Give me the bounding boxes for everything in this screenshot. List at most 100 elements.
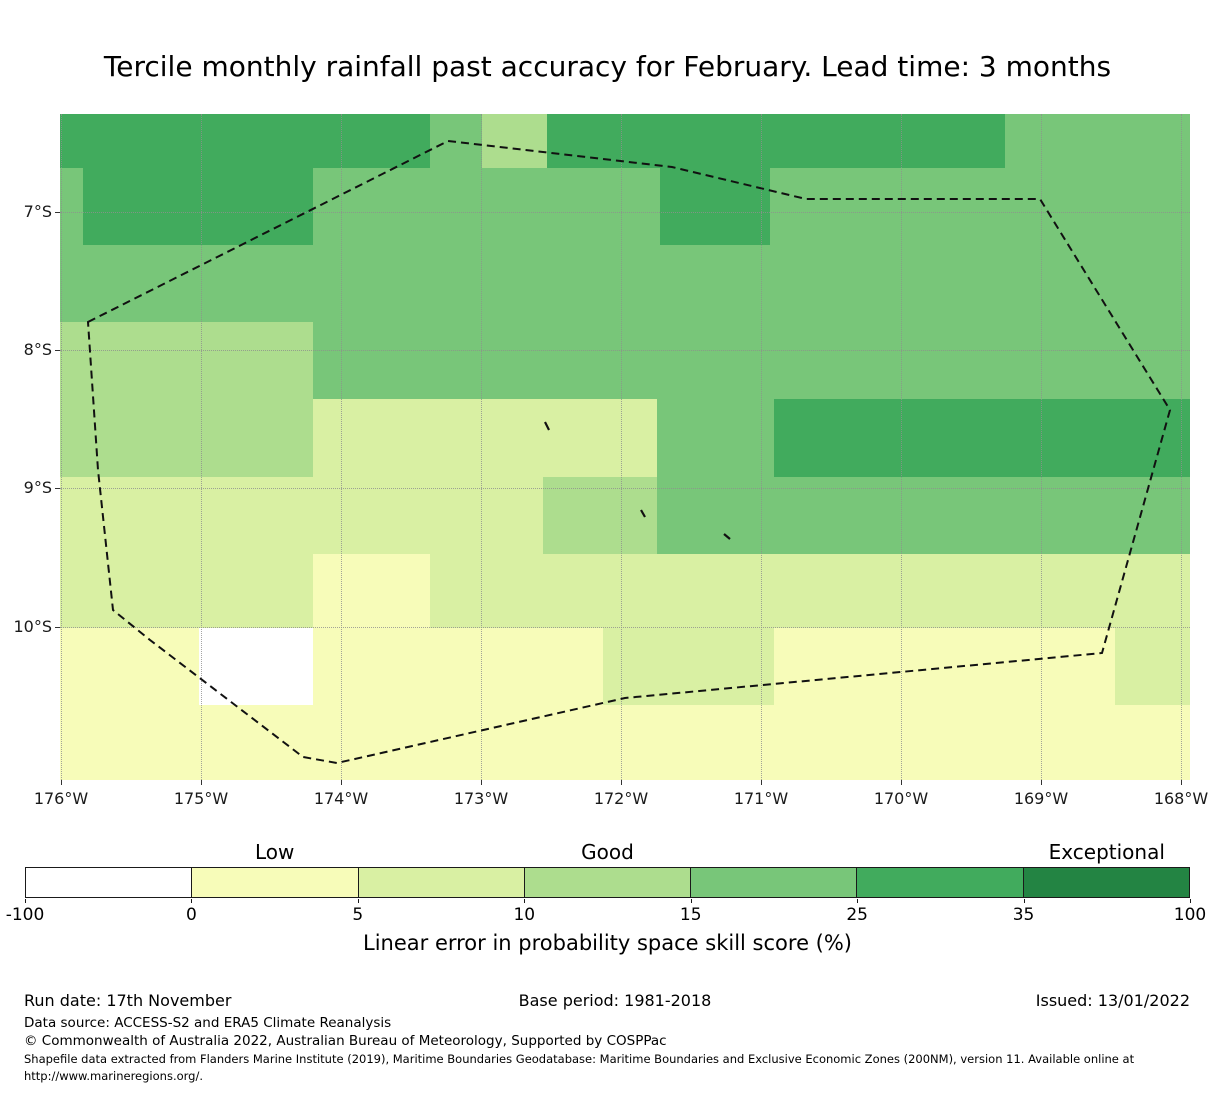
map-cell (60, 628, 199, 705)
y-axis-tick (55, 488, 60, 489)
map-cell (60, 114, 430, 168)
map-cell (313, 399, 657, 477)
x-axis-tick (481, 780, 482, 785)
map-cell (774, 399, 1190, 477)
colorbar-tick (25, 899, 26, 903)
colorbar-tick-label: 35 (1012, 905, 1035, 925)
map-cell (1115, 628, 1190, 705)
map-cell (774, 628, 1115, 705)
x-axis-tick-label: 168°W (1153, 789, 1209, 808)
island-marker (723, 533, 731, 540)
colorbar-segment (357, 868, 524, 897)
colorbar-tick (524, 899, 526, 903)
y-axis-tick-label: 8°S (23, 339, 52, 359)
colorbar-segment (856, 868, 1023, 897)
gridline (341, 114, 342, 780)
y-axis-tick (55, 350, 60, 351)
colorbar-category-label: Low (254, 840, 295, 864)
y-axis-tick-label: 10°S (13, 616, 52, 636)
x-axis-tick-label: 173°W (453, 789, 509, 808)
gridline (761, 114, 762, 780)
shapefile-note: Shapefile data extracted from Flanders M… (24, 1052, 1135, 1066)
colorbar-category-label: Exceptional (1048, 840, 1165, 864)
map-cell (60, 399, 313, 477)
gridline (60, 212, 1190, 213)
colorbar-tick (191, 899, 193, 903)
eez-overlay (86, 139, 1172, 765)
map-cell (83, 168, 313, 245)
colorbar-tick-label: 15 (679, 905, 702, 925)
colorbar-tick-label: 5 (352, 905, 364, 925)
x-axis-tick (1181, 780, 1182, 785)
map-plot (60, 114, 1190, 780)
colorbar-tick-label: 10 (513, 905, 536, 925)
map-cell (430, 554, 1190, 628)
map-cell (60, 477, 543, 554)
y-axis-tick (55, 212, 60, 213)
colorbar-segment (690, 868, 857, 897)
map-cell (60, 554, 313, 628)
colorbar-tick (1023, 899, 1025, 903)
gridline (201, 114, 202, 780)
colorbar-tick-label: -100 (5, 905, 45, 925)
gridline (481, 114, 482, 780)
gridline (621, 114, 622, 780)
colorbar-tick (357, 899, 359, 903)
map-cell (199, 628, 313, 705)
gridline (60, 488, 1190, 489)
colorbar-tick (690, 899, 692, 903)
colorbar-segment (523, 868, 691, 897)
map-cell (660, 168, 770, 245)
y-axis-tick (55, 627, 60, 628)
x-axis-tick-label: 176°W (33, 789, 89, 808)
chart-title: Tercile monthly rainfall past accuracy f… (103, 50, 1112, 83)
colorbar-segment (1022, 868, 1189, 897)
colorbar (25, 867, 1190, 898)
x-axis-tick (201, 780, 202, 785)
copyright: © Commonwealth of Australia 2022, Austra… (24, 1033, 667, 1049)
gridline (1041, 114, 1042, 780)
run-date: Run date: 17th November (24, 991, 232, 1010)
x-axis-tick (901, 780, 902, 785)
x-axis-tick-label: 169°W (1013, 789, 1069, 808)
gridline (60, 350, 1190, 351)
data-source: Data source: ACCESS-S2 and ERA5 Climate … (24, 1015, 392, 1031)
colorbar-category-label: Good (581, 840, 634, 864)
x-axis-tick-label: 171°W (733, 789, 789, 808)
gridline (60, 627, 1190, 628)
colorbar-segment (26, 868, 192, 897)
x-axis-tick (61, 780, 62, 785)
colorbar-tick (1190, 899, 1191, 903)
map-cell (60, 705, 1190, 780)
x-axis-tick (621, 780, 622, 785)
y-axis-tick-label: 9°S (23, 477, 52, 497)
map-cell (543, 477, 657, 554)
x-axis-tick-label: 170°W (873, 789, 929, 808)
x-axis-tick-label: 175°W (173, 789, 229, 808)
map-cell (313, 554, 430, 628)
colorbar-tick-label: 100 (1173, 905, 1207, 925)
island-marker (640, 509, 646, 518)
issue-date: Issued: 13/01/2022 (1035, 991, 1190, 1010)
colorbar-tick-label: 0 (186, 905, 197, 925)
x-axis-tick-label: 172°W (593, 789, 649, 808)
map-cell (313, 628, 603, 705)
map-cell (60, 322, 313, 399)
gridline (61, 114, 62, 780)
x-axis-tick (341, 780, 342, 785)
gridline (1181, 114, 1182, 780)
x-axis-tick (1041, 780, 1042, 785)
base-period: Base period: 1981-2018 (518, 991, 712, 1010)
x-axis-tick (761, 780, 762, 785)
map-cell (482, 114, 547, 168)
colorbar-segment (191, 868, 358, 897)
map-cell (547, 114, 1005, 168)
island-marker (544, 421, 550, 431)
y-axis-tick-label: 7°S (23, 201, 52, 221)
colorbar-title: Linear error in probability space skill … (363, 931, 852, 955)
colorbar-tick-label: 25 (846, 905, 868, 925)
x-axis-tick-label: 174°W (313, 789, 369, 808)
gridline (901, 114, 902, 780)
eez-boundary (86, 139, 1172, 765)
